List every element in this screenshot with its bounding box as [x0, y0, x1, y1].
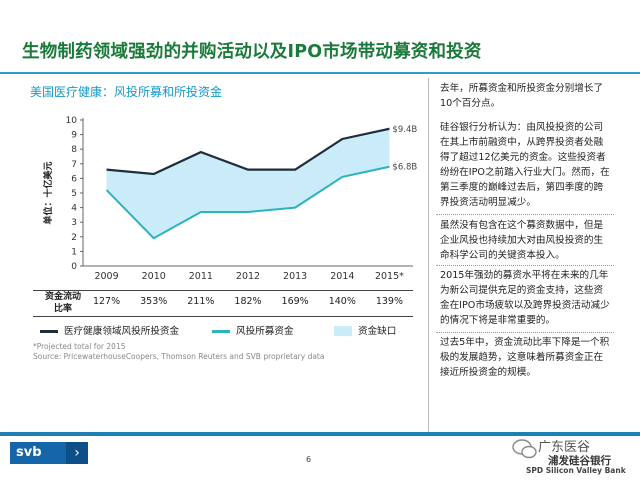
panel-paragraph-1: 去年，所募资金和所投资金分别增长了10个百分点。: [440, 83, 604, 109]
y-tick-label: 5: [71, 189, 77, 199]
chevron-right-icon: ›: [66, 442, 88, 464]
wechat-icon: [512, 439, 537, 459]
y-tick-label: 0: [71, 262, 77, 272]
panel-paragraph-3: 虽然没有包含在这个募资数据中，但是企业风投也持续加大对由风投投资的生命科学公司的…: [440, 220, 604, 261]
x-tick-label: 2010: [142, 271, 166, 282]
y-tick-label: 1: [71, 247, 77, 257]
y-tick-label: 7: [71, 160, 77, 170]
ratio-top-rule: [33, 290, 413, 291]
gap-area: [106, 128, 390, 239]
watermark-line2: 浦发硅谷银行: [548, 455, 611, 467]
y-axis-title: 单位：十亿美元: [42, 161, 54, 224]
legend-line-teal-icon: [212, 329, 230, 333]
ratio-label: 资金流动 比率: [33, 291, 93, 315]
y-tick-label: 3: [71, 218, 77, 228]
y-tick-label: 6: [71, 174, 77, 184]
legend-item-raised: 风投所募资金: [212, 323, 294, 337]
ratio-bottom-rule: [33, 316, 413, 317]
ratio-cell: 139%: [375, 296, 403, 307]
x-tick-label: 2011: [189, 271, 213, 282]
ratio-label-line2: 比率: [53, 304, 72, 314]
footer-bar: [0, 432, 640, 436]
legend-label-gap: 资金缺口: [358, 326, 397, 337]
ratio-label-line1: 资金流动: [44, 292, 81, 302]
chart-subtitle: 美国医疗健康：风投所募和所投资金: [30, 85, 223, 99]
ratio-cell: 169%: [281, 296, 309, 307]
x-tick-label: 2012: [236, 271, 260, 282]
x-tick-label: 2009: [94, 271, 118, 282]
legend-swatch-gap-icon: [334, 326, 352, 336]
y-tick-label: 10: [66, 116, 78, 126]
ratio-cell: 182%: [234, 296, 262, 307]
y-tick-label: 4: [71, 204, 77, 214]
ratio-cell: 140%: [328, 296, 356, 307]
ratio-cell: 211%: [187, 296, 215, 307]
end-label-invested: $9.4B: [392, 125, 417, 135]
watermark-line3: SPD Silicon Valley Bank: [526, 466, 626, 475]
footnote-source: Source: PricewaterhouseCoopers, Thomson …: [33, 352, 325, 361]
x-tick-label: 2015*: [375, 271, 404, 282]
footnote-projected: *Projected total for 2015: [33, 342, 126, 351]
end-label-raised: $6.8B: [392, 163, 417, 173]
ratio-cell: 127%: [92, 296, 121, 307]
legend-item-invested: 医疗健康领域风投所投资金: [40, 323, 179, 337]
svb-logo: svb: [10, 442, 80, 464]
x-tick-label: 2014: [330, 271, 354, 282]
ratio-cell: 353%: [140, 296, 168, 307]
legend-label-invested: 医疗健康领域风投所投资金: [64, 326, 180, 337]
y-tick-label: 8: [71, 145, 77, 155]
y-tick-label: 9: [71, 131, 77, 141]
title-rule: [0, 72, 640, 74]
legend-line-dark-icon: [40, 329, 58, 333]
x-tick-label: 2013: [283, 271, 307, 282]
legend-label-raised: 风投所募资金: [236, 326, 294, 337]
slide-title: 生物制药领域强劲的并购活动以及IPO市场带动募资和投资: [22, 42, 482, 62]
area-chart: 0 1 2 3 4 5 6 7 8 9 10 单位：十亿美元 2009 2010 2011 2012 2013 2…: [42, 116, 417, 282]
legend-item-gap: 资金缺口: [334, 323, 396, 337]
panel-divider: [428, 78, 429, 434]
watermark-line1: 广东医谷: [538, 440, 591, 455]
panel-paragraph-2: 硅谷银行分析认为：由风投投资的公司在其上市前融资中，从跨界投资者处融得了超过12…: [440, 122, 610, 208]
panel-paragraph-4: 2015年强劲的募资水平将在未来的几年为新公司提供充足的资金支持，这些资金在IP…: [440, 270, 610, 326]
y-tick-label: 2: [71, 233, 77, 243]
panel-rule-3: [436, 332, 614, 334]
page-number: 6: [306, 455, 312, 464]
panel-rule-2: [436, 265, 614, 267]
panel-paragraph-5: 过去5年中，资金流动比率下降是一个积极的发展趋势，这意味着所募资金正在接近所投资…: [440, 337, 610, 378]
panel-rule-1: [436, 214, 614, 216]
